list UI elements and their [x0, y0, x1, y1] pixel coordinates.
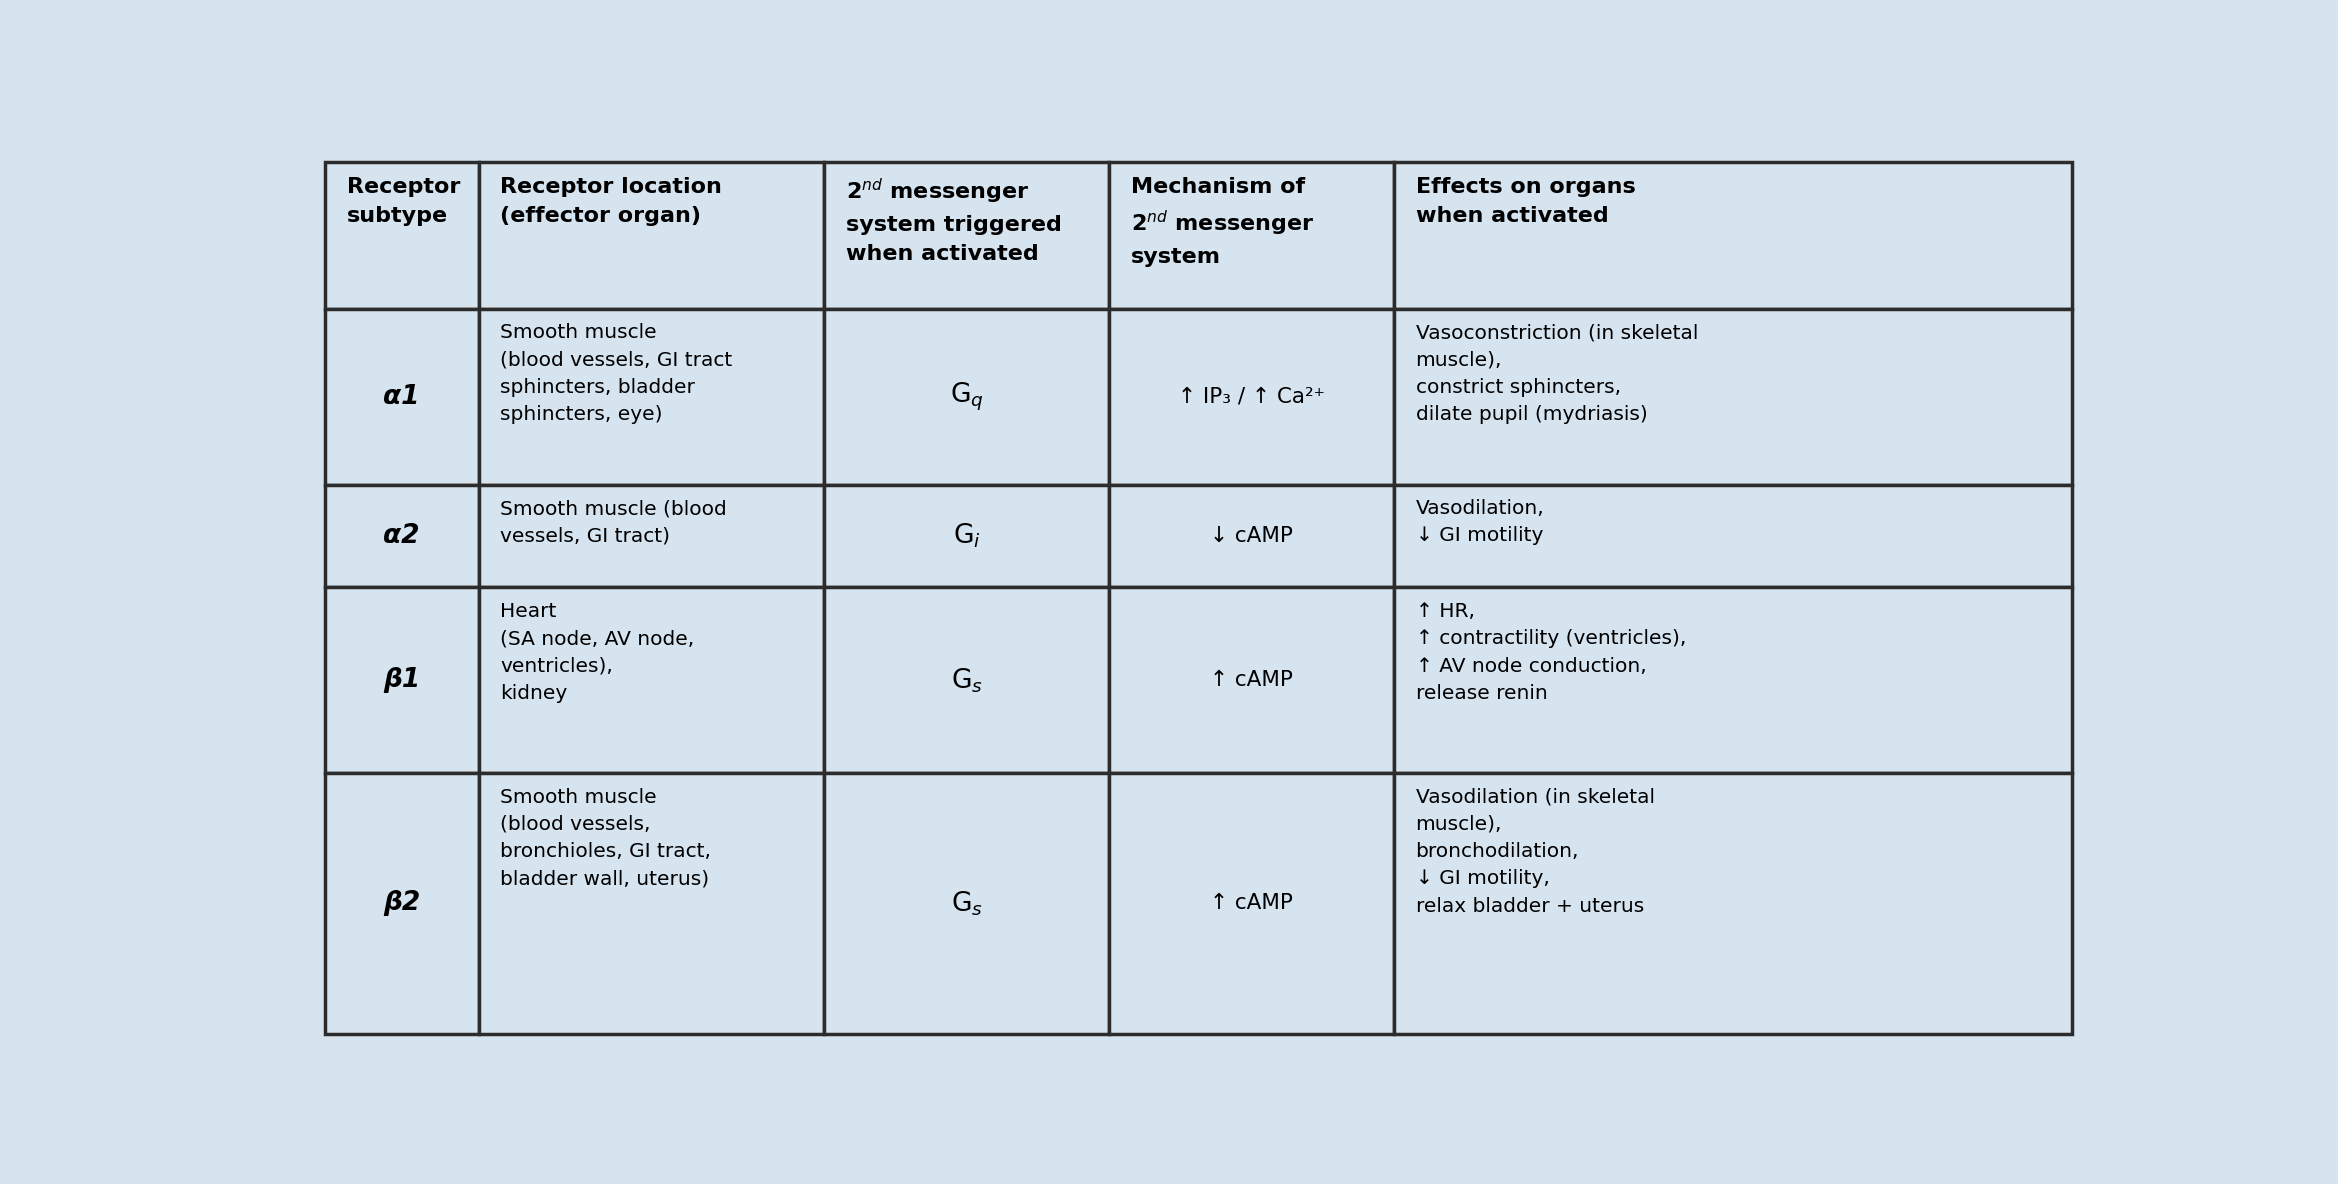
Bar: [825, 773, 1108, 1034]
Bar: [479, 773, 825, 1034]
Bar: [1393, 162, 2071, 309]
Text: α1: α1: [383, 384, 421, 410]
Bar: [325, 773, 479, 1034]
Bar: [479, 484, 825, 587]
Bar: [479, 587, 825, 773]
Bar: [825, 484, 1108, 587]
Bar: [325, 309, 479, 484]
Bar: [479, 162, 825, 309]
Text: Vasodilation (in skeletal
muscle),
bronchodilation,
↓ GI motility,
relax bladder: Vasodilation (in skeletal muscle), bronc…: [1414, 787, 1655, 915]
Text: β2: β2: [383, 890, 421, 916]
Text: ↑ HR,
↑ contractility (ventricles),
↑ AV node conduction,
release renin: ↑ HR, ↑ contractility (ventricles), ↑ AV…: [1414, 601, 1686, 703]
Bar: [1393, 309, 2071, 484]
Text: Smooth muscle
(blood vessels, GI tract
sphincters, bladder
sphincters, eye): Smooth muscle (blood vessels, GI tract s…: [500, 323, 732, 424]
Text: Heart
(SA node, AV node,
ventricles),
kidney: Heart (SA node, AV node, ventricles), ki…: [500, 601, 694, 703]
Bar: [325, 162, 479, 309]
Bar: [1108, 309, 1393, 484]
Text: ↑ cAMP: ↑ cAMP: [1211, 670, 1293, 690]
Text: Effects on organs
when activated: Effects on organs when activated: [1414, 176, 1634, 225]
Bar: [1108, 484, 1393, 587]
Bar: [1108, 587, 1393, 773]
Bar: [325, 484, 479, 587]
Text: G$_q$: G$_q$: [949, 380, 984, 413]
Bar: [825, 162, 1108, 309]
Bar: [825, 309, 1108, 484]
Bar: [1393, 484, 2071, 587]
Bar: [825, 587, 1108, 773]
Text: G$_i$: G$_i$: [954, 522, 980, 551]
Text: Vasodilation,
↓ GI motility: Vasodilation, ↓ GI motility: [1414, 500, 1545, 546]
Text: Mechanism of
2$^{nd}$ messenger
system: Mechanism of 2$^{nd}$ messenger system: [1132, 176, 1314, 268]
Text: ↓ cAMP: ↓ cAMP: [1211, 526, 1293, 546]
Text: G$_s$: G$_s$: [952, 667, 982, 695]
Text: G$_s$: G$_s$: [952, 889, 982, 918]
Bar: [325, 587, 479, 773]
Bar: [1108, 773, 1393, 1034]
Text: Smooth muscle (blood
vessels, GI tract): Smooth muscle (blood vessels, GI tract): [500, 500, 727, 546]
Text: β1: β1: [383, 668, 421, 694]
Text: ↑ cAMP: ↑ cAMP: [1211, 894, 1293, 913]
Bar: [1393, 587, 2071, 773]
Text: Smooth muscle
(blood vessels,
bronchioles, GI tract,
bladder wall, uterus): Smooth muscle (blood vessels, bronchiole…: [500, 787, 711, 888]
Bar: [479, 309, 825, 484]
Text: 2$^{nd}$ messenger
system triggered
when activated: 2$^{nd}$ messenger system triggered when…: [846, 176, 1061, 264]
Text: α2: α2: [383, 523, 421, 549]
Bar: [1108, 162, 1393, 309]
Text: Vasoconstriction (in skeletal
muscle),
constrict sphincters,
dilate pupil (mydri: Vasoconstriction (in skeletal muscle), c…: [1414, 323, 1697, 424]
Text: Receptor location
(effector organ): Receptor location (effector organ): [500, 176, 722, 225]
Bar: [1393, 773, 2071, 1034]
Text: Receptor
subtype: Receptor subtype: [346, 176, 461, 225]
Text: ↑ IP₃ / ↑ Ca²⁺: ↑ IP₃ / ↑ Ca²⁺: [1178, 387, 1326, 406]
